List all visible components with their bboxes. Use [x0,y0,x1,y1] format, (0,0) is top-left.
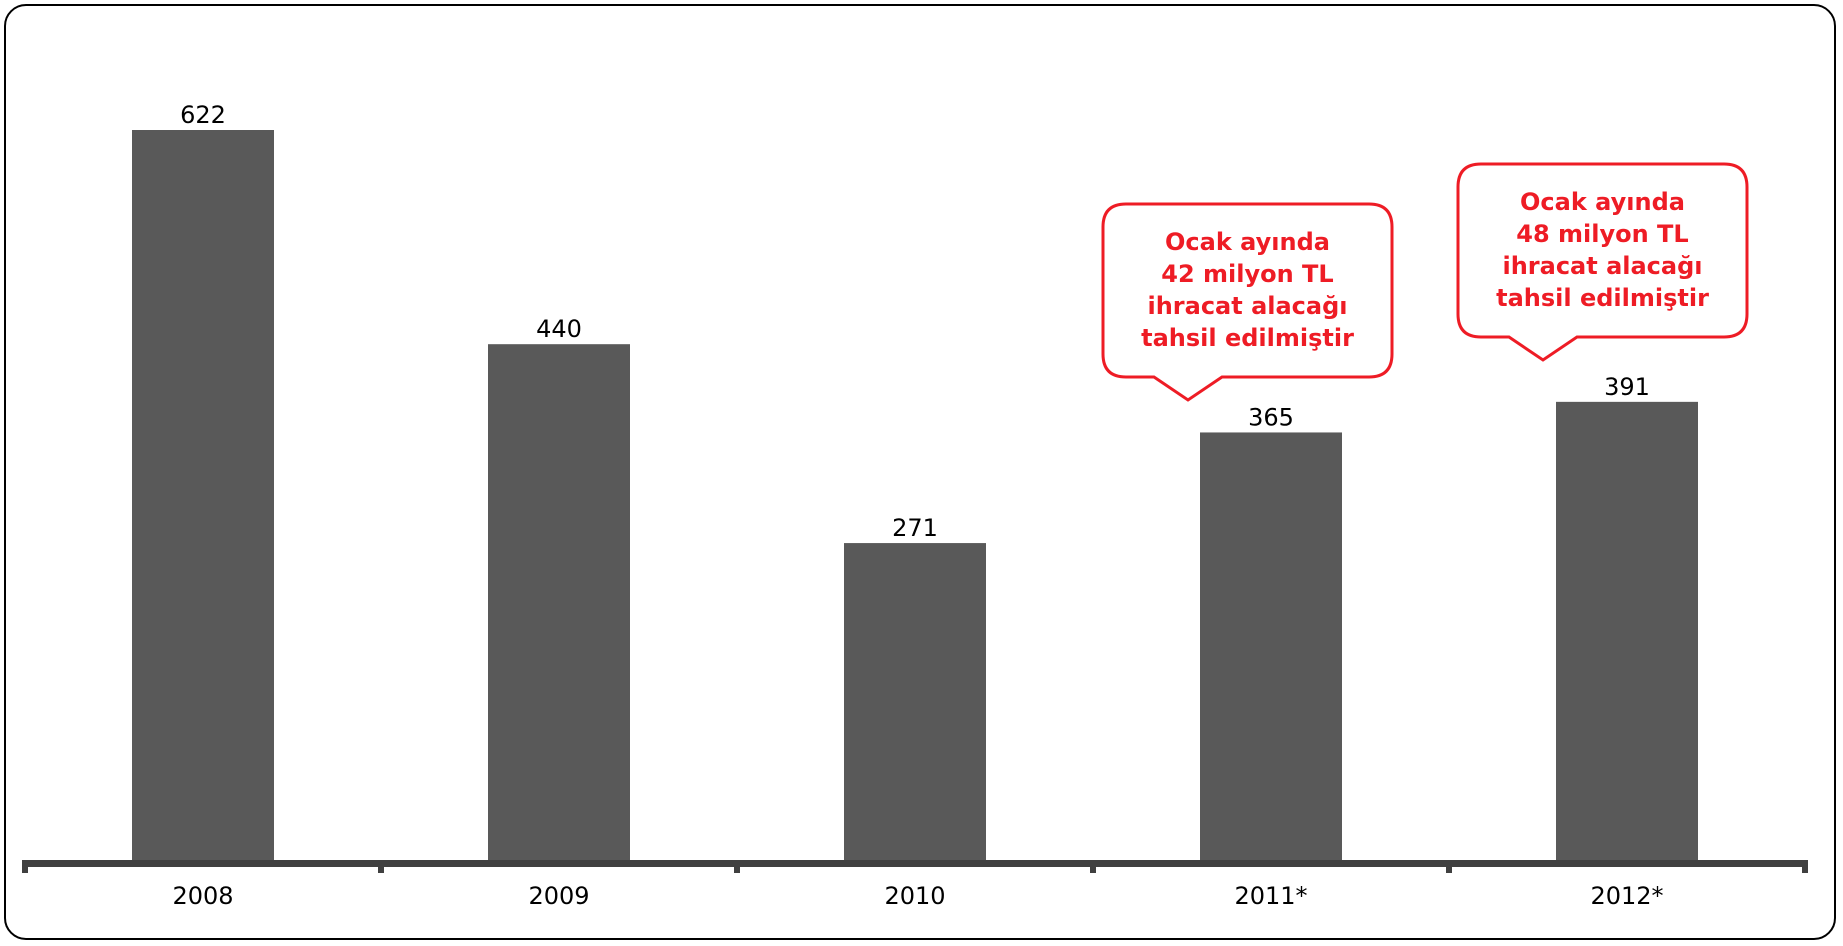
x-axis [22,860,1808,873]
data-label: 622 [180,101,226,129]
callout-bubble-shape [1456,162,1749,362]
x-tick-label: 2009 [528,882,589,910]
callout-bubble-shape [1101,202,1394,402]
x-tick-mark [378,860,384,873]
callout-line: ihracat alacağı [1502,252,1703,280]
callout-text: Ocak ayında 42 milyon TL ihracat alacağı… [1102,203,1393,377]
callout-line: tahsil edilmiştir [1141,324,1354,352]
x-tick-mark [1446,860,1452,873]
bar-2008 [132,130,274,862]
callout-text: Ocak ayında 48 milyon TL ihracat alacağı… [1457,163,1748,337]
callout-2011: Ocak ayında 42 milyon TL ihracat alacağı… [1101,202,1394,402]
callout-line: Ocak ayında [1165,228,1330,256]
callout-line: 42 milyon TL [1161,260,1334,288]
x-axis-line [25,860,1805,867]
x-tick-mark [1090,860,1096,873]
data-label: 440 [536,315,582,343]
callout-line: ihracat alacağı [1147,292,1348,320]
callout-line: Ocak ayında [1520,188,1685,216]
bar-2009 [488,344,630,862]
x-tick-label: 2012* [1590,882,1663,910]
bar-2012 [1556,401,1698,862]
data-label: 365 [1248,403,1294,431]
callout-line: tahsil edilmiştir [1496,284,1709,312]
data-label: 271 [892,514,938,542]
labels-layer: 622 2008 440 2009 271 2010 365 2011* 391 2012* [172,101,1663,910]
x-tick-label: 2011* [1234,882,1307,910]
x-tick-label: 2010 [884,882,945,910]
bar-2010 [844,543,986,862]
bar-2011 [1200,432,1342,862]
callout-line: 48 milyon TL [1516,220,1689,248]
x-tick-mark [1802,860,1808,873]
x-tick-label: 2008 [172,882,233,910]
x-tick-mark [22,860,28,873]
data-label: 391 [1604,373,1650,401]
x-tick-mark [734,860,740,873]
bars-layer [132,130,1698,862]
callout-2012: Ocak ayında 48 milyon TL ihracat alacağı… [1456,162,1749,362]
